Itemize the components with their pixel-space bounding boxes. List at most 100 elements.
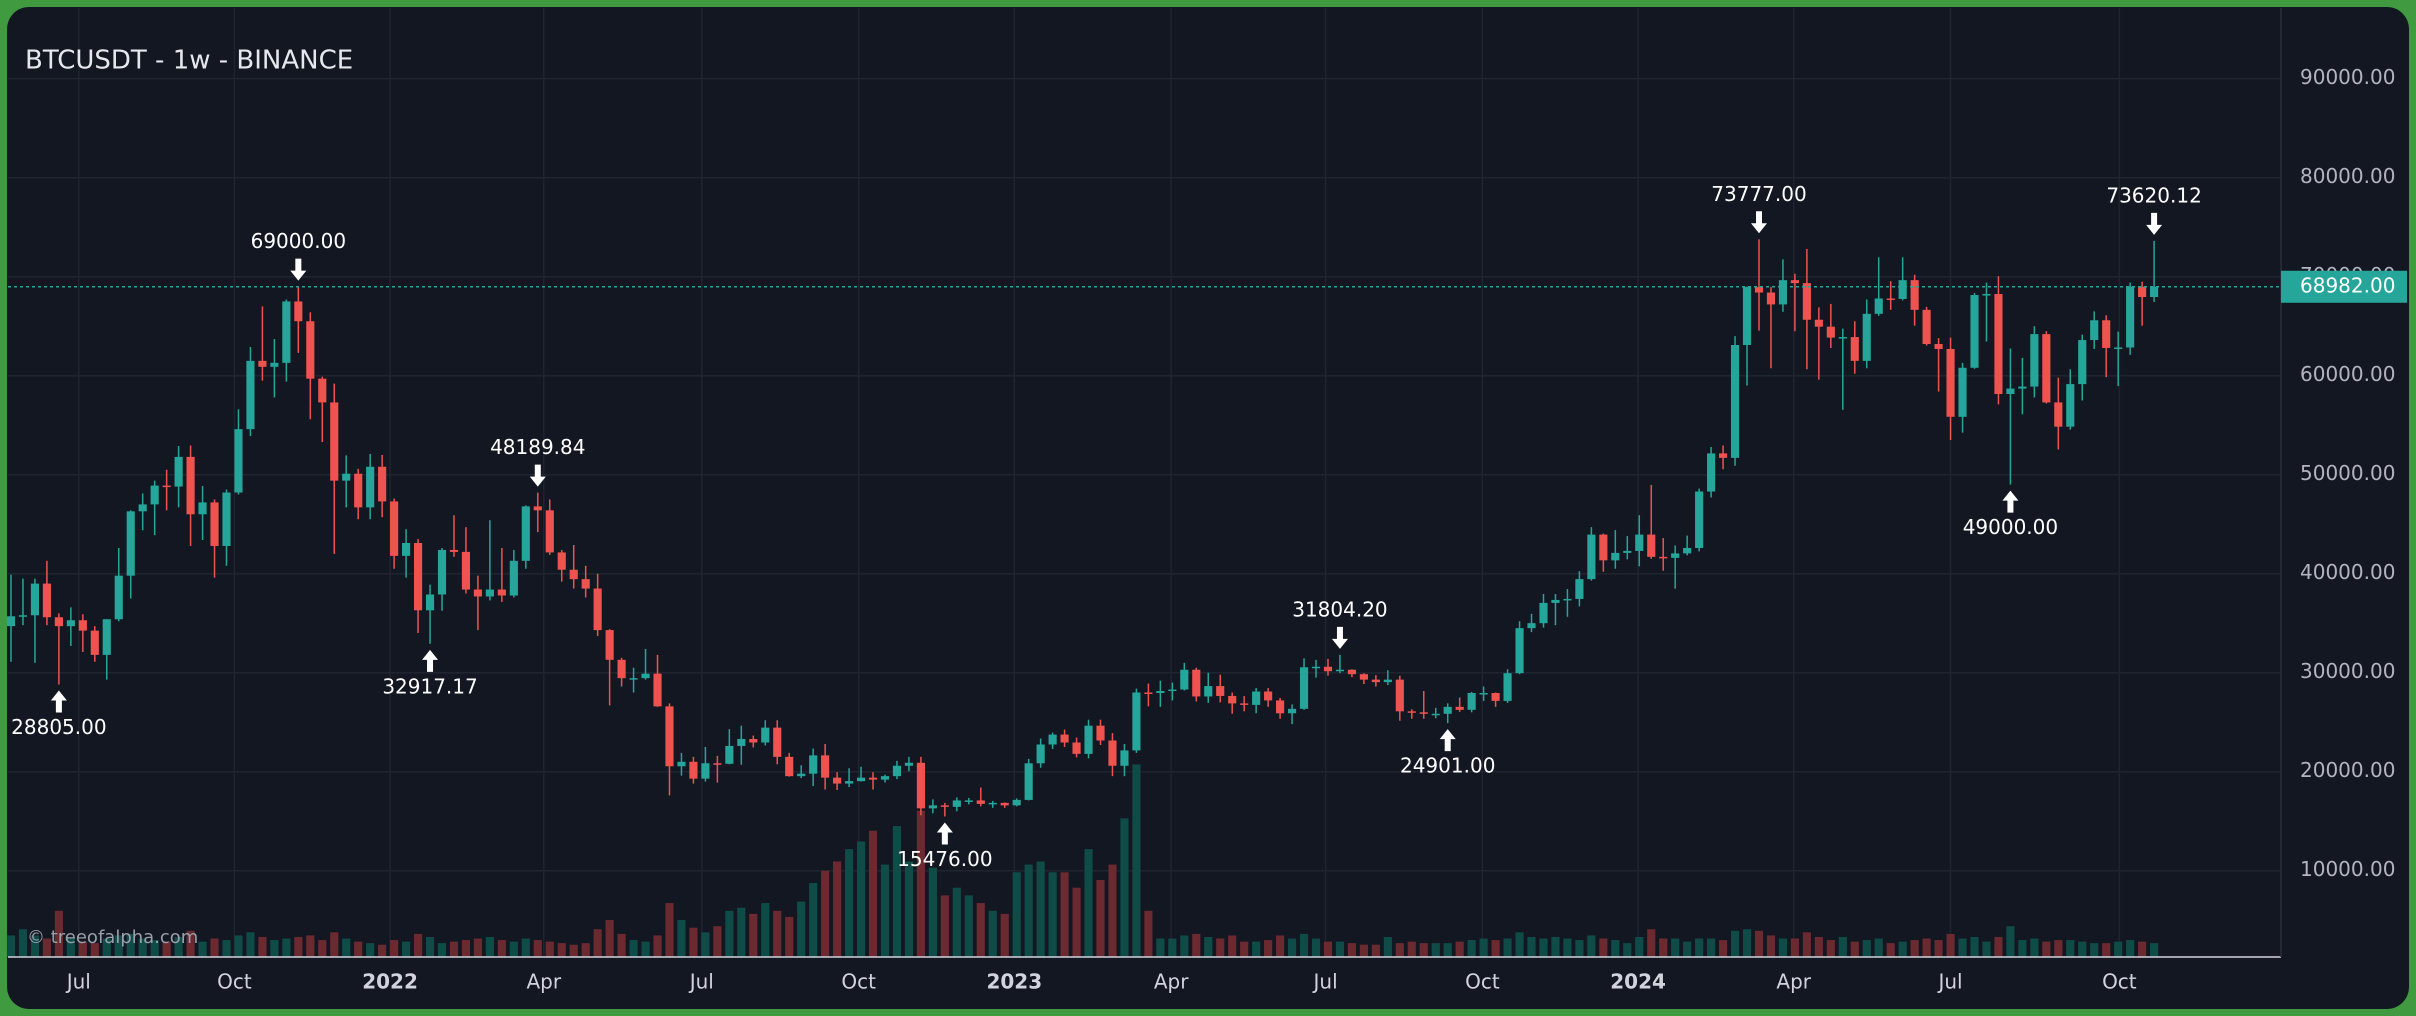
candle-body <box>725 745 734 764</box>
candle-body <box>342 473 351 481</box>
candle-body <box>294 301 303 322</box>
volume-bar <box>1838 936 1847 957</box>
candle-body <box>677 761 686 767</box>
x-tick-label: Oct <box>2102 970 2137 994</box>
annotation-arrow <box>529 464 546 487</box>
candle-body <box>1467 692 1476 710</box>
volume-bar <box>1563 938 1572 957</box>
volume-bar <box>497 940 506 957</box>
candle-body <box>1647 534 1656 557</box>
candle-body <box>761 727 770 743</box>
candle-body <box>976 800 985 804</box>
candle-body <box>485 589 494 597</box>
candle-body <box>617 659 626 679</box>
candle-body <box>1419 712 1428 714</box>
volume-bar <box>653 935 662 957</box>
volume-bar <box>1754 930 1764 957</box>
candle-body <box>138 504 147 512</box>
candle-body <box>821 755 830 778</box>
candle-body <box>1096 725 1105 741</box>
candle-body <box>1754 287 1764 293</box>
candle-body <box>102 619 111 655</box>
candle-body <box>1970 295 1979 368</box>
volume-bar <box>952 887 961 957</box>
volume-bar <box>904 861 914 957</box>
candle-body <box>306 321 315 379</box>
volume-bar <box>366 943 375 957</box>
candle-body <box>1814 319 1823 327</box>
candle-body <box>1371 679 1380 683</box>
candle-body <box>1946 348 1955 417</box>
candle-body <box>1766 292 1776 305</box>
volume-bar <box>1623 943 1632 957</box>
annotation-arrow <box>1750 211 1767 234</box>
volume-bar <box>2042 941 2051 957</box>
volume-bar <box>1551 936 1560 957</box>
annotation-arrow <box>2002 490 2019 513</box>
candle-body <box>30 583 40 616</box>
candle-body <box>928 805 937 809</box>
candle-body <box>1563 598 1572 601</box>
volume-bar <box>1862 940 1871 957</box>
candle-body <box>1323 666 1333 672</box>
x-tick-label: Jul <box>1312 970 1338 994</box>
volume-bar <box>581 943 590 957</box>
candle-body <box>461 551 471 590</box>
volume-bar <box>1491 940 1500 957</box>
volume-bar <box>354 941 363 957</box>
annotation-label: 24901.00 <box>1400 754 1495 778</box>
volume-bar <box>833 861 842 957</box>
candle-body <box>713 763 722 765</box>
volume-bar <box>1683 941 1692 957</box>
candle-body <box>1024 763 1033 800</box>
volume-bar <box>150 940 159 957</box>
chart-title: BTCUSDT - 1w - BINANCE <box>25 46 353 76</box>
volume-bar <box>928 867 937 957</box>
candle-body <box>1587 534 1596 580</box>
candle-body <box>1479 692 1488 695</box>
volume-bar <box>761 903 770 957</box>
volume-bar <box>1192 933 1201 957</box>
volume-bar <box>1359 944 1368 957</box>
candle-body <box>1958 367 1967 417</box>
volume-bar <box>1826 940 1835 957</box>
candle-body <box>354 473 363 508</box>
volume-bar <box>868 830 878 957</box>
candle-body <box>1168 689 1177 692</box>
candle-body <box>78 620 87 631</box>
volume-bar <box>162 941 171 957</box>
y-tick-label: 80000.00 <box>2300 164 2395 188</box>
volume-bar <box>1659 938 1668 957</box>
candle-body <box>1192 669 1201 697</box>
candle-body <box>1802 283 1811 320</box>
annotation-label: 69000.00 <box>251 229 346 253</box>
candle-body <box>2102 320 2111 348</box>
candle-body <box>2150 286 2159 297</box>
candle-body <box>1048 734 1057 745</box>
volume-bar <box>1323 941 1333 957</box>
volume-bar <box>1168 938 1177 957</box>
volume-bar <box>1635 936 1644 957</box>
y-tick-label: 20000.00 <box>2300 758 2395 782</box>
candle-body <box>773 727 782 757</box>
volume-bar <box>342 938 351 957</box>
volume-bar <box>605 920 614 957</box>
candle-body <box>1252 691 1261 705</box>
volume-bar <box>425 936 435 957</box>
volume-bar <box>2066 940 2075 957</box>
annotation-label: 49000.00 <box>1963 515 2058 539</box>
volume-bar <box>916 810 925 957</box>
annotation-label: 73620.12 <box>2106 183 2201 207</box>
candle-body <box>737 739 746 746</box>
x-tick-label: Apr <box>1154 970 1189 994</box>
volume-bar <box>413 933 423 957</box>
candle-body <box>282 301 291 363</box>
y-tick-label: 60000.00 <box>2300 362 2395 386</box>
volume-bar <box>509 941 518 957</box>
volume-bar <box>6 935 16 957</box>
volume-bar <box>1024 864 1033 957</box>
volume-bar <box>114 935 123 957</box>
candle-body <box>1431 713 1440 716</box>
candle-body <box>90 630 99 655</box>
volume-bar <box>246 932 255 957</box>
